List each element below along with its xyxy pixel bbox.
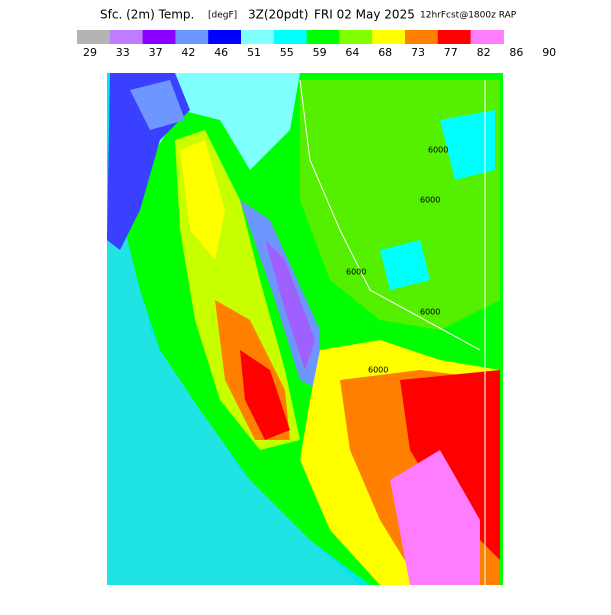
legend-swatch	[372, 30, 406, 44]
legend-label: 29	[83, 46, 97, 59]
legend-label: 46	[214, 46, 228, 59]
legend-swatch	[437, 30, 472, 44]
title-field: Sfc. (2m) Temp.	[100, 8, 194, 22]
legend-label: 55	[280, 46, 294, 59]
map: 6000 6000 6000 6000 6000	[107, 73, 503, 585]
legend-swatch	[175, 30, 209, 44]
contour-label: 6000	[420, 308, 440, 317]
legend-label: 33	[116, 46, 130, 59]
legend-label: 64	[345, 46, 359, 59]
legend-label: 77	[444, 46, 458, 59]
contour-label: 6000	[346, 268, 366, 277]
legend-swatch	[142, 30, 176, 44]
legend: 29 33 37 42 46 51 55 59 64 68 73 77 82 86 90	[77, 30, 556, 59]
title-date: FRI 02 May 2025	[314, 8, 415, 22]
contour-label: 6000	[420, 196, 440, 205]
legend-swatch	[208, 30, 242, 44]
title-model: 12hrFcst@1800z RAP	[420, 11, 517, 21]
legend-label: 86	[509, 46, 523, 59]
legend-label: 82	[477, 46, 491, 59]
legend-label: 68	[378, 46, 392, 59]
valley-warm	[180, 140, 225, 260]
legend-label: 59	[313, 46, 327, 59]
contour-label: 6000	[428, 146, 448, 155]
legend-swatch	[273, 30, 308, 44]
legend-label: 90	[542, 46, 556, 59]
legend-label: 51	[247, 46, 261, 59]
legend-swatch	[77, 30, 111, 44]
cool-basin	[380, 240, 430, 290]
valley-hottest	[240, 350, 290, 440]
legend-swatch	[339, 30, 373, 44]
legend-label: 42	[181, 46, 195, 59]
ocean-shade	[107, 200, 360, 585]
title-units: [degF]	[208, 11, 237, 21]
title: Sfc. (2m) Temp. [degF] 3Z(20pdt) FRI 02 …	[100, 8, 517, 22]
legend-swatch	[241, 30, 275, 44]
legend-label: 73	[411, 46, 425, 59]
legend-label: 37	[149, 46, 163, 59]
legend-swatch	[470, 30, 504, 44]
cold-patch	[130, 80, 185, 130]
sierra-crest	[265, 240, 315, 370]
contour-label: 6000	[368, 366, 388, 375]
legend-swatch	[109, 30, 144, 44]
legend-swatch	[306, 30, 340, 44]
title-valid: 3Z(20pdt)	[248, 8, 308, 22]
state-border	[299, 79, 481, 351]
legend-swatch	[405, 30, 439, 44]
desert-hottest	[390, 450, 480, 585]
cool-basin	[440, 110, 495, 180]
